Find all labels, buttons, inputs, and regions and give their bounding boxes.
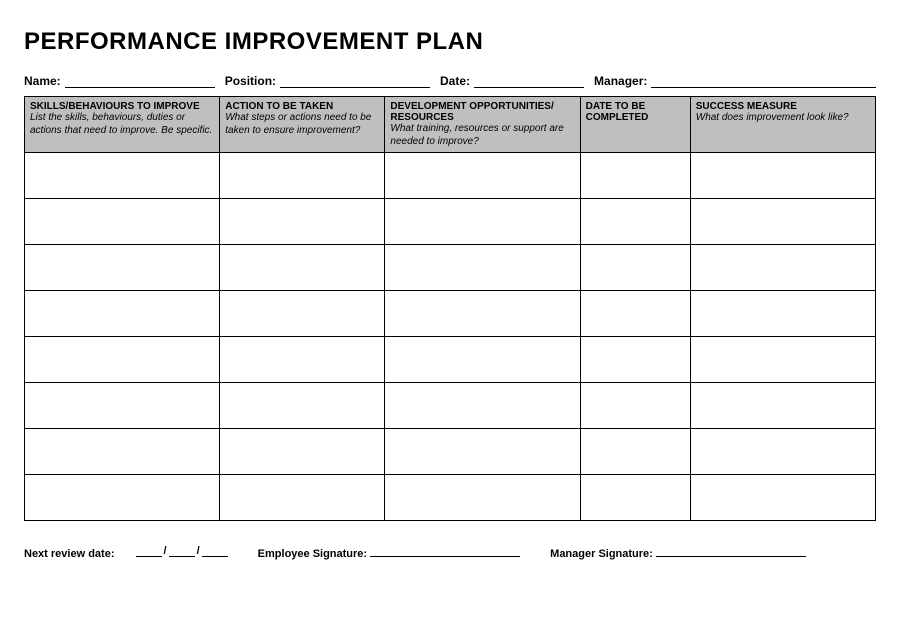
employee-signature-field: Employee Signature: (258, 545, 520, 560)
table-cell[interactable] (580, 245, 690, 291)
table-cell[interactable] (25, 475, 220, 521)
next-review-date-slot[interactable]: / / (136, 545, 228, 557)
table-cell[interactable] (220, 153, 385, 199)
table-cell[interactable] (690, 245, 875, 291)
col-header-desc: What steps or actions need to be taken t… (225, 112, 379, 137)
table-cell[interactable] (385, 245, 580, 291)
name-label: Name: (24, 74, 65, 88)
table-cell[interactable] (690, 337, 875, 383)
plan-table: SKILLS/BEHAVIOURS TO IMPROVEList the ski… (24, 96, 876, 521)
manager-signature-label: Manager Signature: (550, 548, 653, 560)
table-cell[interactable] (580, 475, 690, 521)
col-header-1: ACTION TO BE TAKENWhat steps or actions … (220, 97, 385, 153)
table-row (25, 245, 876, 291)
table-cell[interactable] (385, 199, 580, 245)
date-seg-1[interactable] (136, 545, 162, 557)
manager-input-line[interactable] (651, 74, 876, 88)
next-review-label: Next review date: (24, 548, 114, 560)
table-cell[interactable] (25, 153, 220, 199)
table-cell[interactable] (220, 383, 385, 429)
col-header-title: SUCCESS MEASURE (696, 101, 870, 112)
table-cell[interactable] (690, 153, 875, 199)
date-label: Date: (440, 74, 474, 88)
date-input-line[interactable] (474, 74, 584, 88)
col-header-title: ACTION TO BE TAKEN (225, 101, 379, 112)
col-header-desc: What training, resources or support are … (390, 123, 574, 148)
table-cell[interactable] (220, 475, 385, 521)
table-cell[interactable] (25, 429, 220, 475)
table-cell[interactable] (385, 383, 580, 429)
table-row (25, 199, 876, 245)
table-cell[interactable] (580, 291, 690, 337)
table-cell[interactable] (580, 383, 690, 429)
table-cell[interactable] (25, 199, 220, 245)
table-cell[interactable] (580, 153, 690, 199)
col-header-desc: List the skills, behaviours, duties or a… (30, 112, 214, 137)
col-header-3: DATE TO BE COMPLETED (580, 97, 690, 153)
table-cell[interactable] (690, 199, 875, 245)
date-seg-3[interactable] (202, 545, 228, 557)
manager-signature-line[interactable] (656, 545, 806, 557)
col-header-title: DEVELOPMENT OPPORTUNITIES/ RESOURCES (390, 101, 574, 123)
position-label: Position: (225, 74, 280, 88)
date-sep-1: / (164, 545, 167, 557)
position-input-line[interactable] (280, 74, 430, 88)
table-row (25, 291, 876, 337)
table-cell[interactable] (385, 153, 580, 199)
manager-signature-field: Manager Signature: (550, 545, 806, 560)
table-row (25, 153, 876, 199)
table-cell[interactable] (220, 291, 385, 337)
col-header-title: DATE TO BE COMPLETED (586, 101, 685, 123)
employee-signature-label: Employee Signature: (258, 548, 367, 560)
col-header-4: SUCCESS MEASUREWhat does improvement loo… (690, 97, 875, 153)
table-cell[interactable] (25, 291, 220, 337)
table-cell[interactable] (220, 245, 385, 291)
col-header-2: DEVELOPMENT OPPORTUNITIES/ RESOURCESWhat… (385, 97, 580, 153)
manager-field: Manager: (594, 74, 876, 88)
table-cell[interactable] (25, 337, 220, 383)
table-cell[interactable] (690, 291, 875, 337)
table-cell[interactable] (385, 429, 580, 475)
col-header-title: SKILLS/BEHAVIOURS TO IMPROVE (30, 101, 214, 112)
table-cell[interactable] (25, 383, 220, 429)
employee-signature-line[interactable] (370, 545, 520, 557)
table-cell[interactable] (25, 245, 220, 291)
table-row (25, 337, 876, 383)
plan-header-row: SKILLS/BEHAVIOURS TO IMPROVEList the ski… (25, 97, 876, 153)
col-header-desc: What does improvement look like? (696, 112, 870, 125)
name-field: Name: (24, 74, 215, 88)
table-cell[interactable] (580, 199, 690, 245)
col-header-0: SKILLS/BEHAVIOURS TO IMPROVEList the ski… (25, 97, 220, 153)
table-cell[interactable] (690, 475, 875, 521)
table-cell[interactable] (220, 199, 385, 245)
table-row (25, 383, 876, 429)
footer-row: Next review date: / / Employee Signature… (24, 545, 876, 560)
page-title: PERFORMANCE IMPROVEMENT PLAN (24, 28, 876, 56)
table-cell[interactable] (385, 291, 580, 337)
plan-tbody (25, 153, 876, 521)
name-input-line[interactable] (65, 74, 215, 88)
position-field: Position: (225, 74, 430, 88)
info-row: Name: Position: Date: Manager: (24, 74, 876, 88)
table-cell[interactable] (580, 429, 690, 475)
date-field: Date: (440, 74, 584, 88)
table-row (25, 475, 876, 521)
table-cell[interactable] (385, 337, 580, 383)
table-cell[interactable] (690, 429, 875, 475)
manager-label: Manager: (594, 74, 651, 88)
date-sep-2: / (197, 545, 200, 557)
table-cell[interactable] (220, 337, 385, 383)
table-row (25, 429, 876, 475)
plan-thead: SKILLS/BEHAVIOURS TO IMPROVEList the ski… (25, 97, 876, 153)
date-seg-2[interactable] (169, 545, 195, 557)
next-review-field: Next review date: / / (24, 545, 228, 560)
table-cell[interactable] (220, 429, 385, 475)
table-cell[interactable] (690, 383, 875, 429)
table-cell[interactable] (385, 475, 580, 521)
table-cell[interactable] (580, 337, 690, 383)
